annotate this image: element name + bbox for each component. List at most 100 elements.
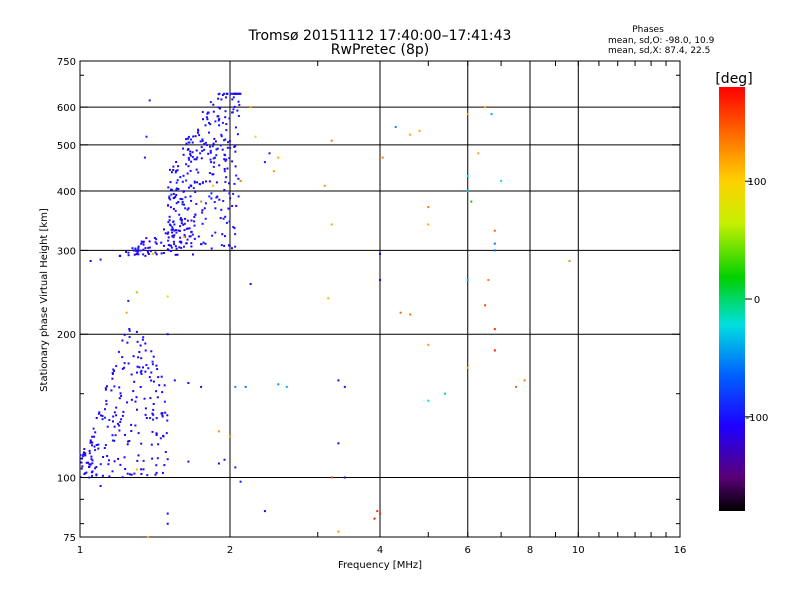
data-point — [119, 392, 122, 395]
data-point — [135, 253, 138, 256]
data-point — [166, 414, 169, 417]
data-point — [141, 338, 144, 341]
data-point — [127, 299, 130, 302]
data-point — [118, 424, 121, 427]
data-point — [198, 134, 201, 137]
data-point — [228, 220, 231, 223]
data-point — [224, 110, 227, 113]
data-point — [169, 250, 172, 252]
data-point — [113, 439, 116, 442]
data-point — [130, 373, 133, 376]
data-point — [233, 227, 236, 230]
data-point — [228, 182, 230, 185]
data-point — [484, 304, 487, 307]
colorbar — [719, 87, 745, 511]
data-point — [218, 198, 221, 201]
data-point — [167, 221, 170, 224]
data-point — [172, 165, 175, 168]
data-point — [158, 384, 161, 387]
data-point — [215, 154, 218, 157]
data-point — [187, 141, 190, 144]
data-point — [101, 418, 104, 421]
data-point — [337, 379, 340, 382]
data-point — [154, 241, 157, 244]
data-point — [197, 171, 200, 174]
data-point — [140, 242, 143, 245]
data-point — [205, 180, 207, 183]
data-point — [182, 174, 185, 177]
data-point — [179, 176, 182, 179]
data-point — [163, 244, 165, 247]
data-point — [228, 192, 231, 195]
data-point — [234, 233, 237, 236]
data-point — [143, 397, 146, 400]
data-point — [155, 471, 158, 474]
data-point — [83, 448, 86, 450]
data-point — [136, 365, 139, 368]
data-point — [117, 457, 120, 460]
data-point — [137, 253, 140, 256]
data-point — [108, 459, 110, 462]
data-point — [111, 434, 114, 437]
data-point — [223, 168, 226, 170]
data-point — [166, 232, 169, 235]
data-point — [232, 226, 235, 228]
data-point — [140, 357, 143, 360]
data-point — [160, 252, 163, 255]
data-point — [493, 349, 496, 352]
data-point — [188, 227, 191, 230]
data-point — [213, 137, 216, 140]
data-point — [222, 200, 225, 202]
data-point — [84, 452, 87, 455]
data-point — [119, 421, 122, 423]
data-point — [95, 474, 98, 477]
data-point — [138, 366, 141, 369]
data-point — [210, 247, 213, 250]
data-point — [208, 180, 211, 183]
data-point — [161, 412, 164, 414]
data-point — [203, 207, 206, 210]
data-point — [184, 217, 187, 220]
data-point — [147, 251, 149, 254]
data-point — [176, 253, 179, 256]
data-point — [218, 124, 221, 127]
data-point — [167, 236, 170, 239]
data-point — [88, 466, 90, 468]
data-point — [189, 154, 192, 157]
data-point — [212, 184, 215, 187]
data-point — [174, 209, 177, 212]
data-point — [100, 414, 102, 417]
data-point — [179, 218, 182, 221]
data-point — [123, 333, 126, 336]
data-point — [220, 135, 223, 138]
data-point — [178, 229, 181, 232]
data-point — [175, 187, 178, 190]
data-point — [477, 152, 480, 155]
data-point — [223, 458, 226, 461]
data-point — [233, 182, 236, 185]
data-point — [193, 158, 196, 161]
data-point — [190, 160, 193, 163]
data-point — [95, 417, 98, 419]
data-point — [213, 161, 216, 164]
data-point — [179, 236, 182, 239]
data-point — [190, 185, 193, 188]
data-point — [223, 139, 225, 142]
chart-title: Tromsø 20151112 17:40:00–17:41:43 — [248, 28, 512, 44]
data-point — [102, 456, 105, 458]
data-point — [142, 336, 145, 339]
data-point — [201, 140, 204, 143]
data-point — [225, 129, 228, 132]
data-point — [206, 118, 209, 121]
data-point — [227, 207, 230, 210]
data-point — [143, 156, 146, 159]
data-point — [234, 165, 237, 168]
data-point — [147, 367, 150, 370]
data-point — [79, 476, 82, 478]
data-point — [113, 425, 116, 428]
colorbar-tick-label: 100 — [747, 177, 766, 188]
data-point — [223, 244, 226, 247]
data-point — [193, 224, 196, 227]
data-point — [182, 153, 185, 156]
data-point — [237, 115, 240, 117]
